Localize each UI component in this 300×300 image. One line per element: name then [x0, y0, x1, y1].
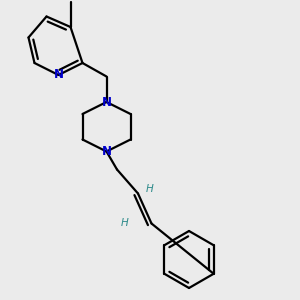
Text: N: N — [101, 95, 112, 109]
Text: N: N — [101, 145, 112, 158]
Text: N: N — [53, 68, 64, 82]
Text: H: H — [121, 218, 128, 229]
Text: H: H — [146, 184, 154, 194]
